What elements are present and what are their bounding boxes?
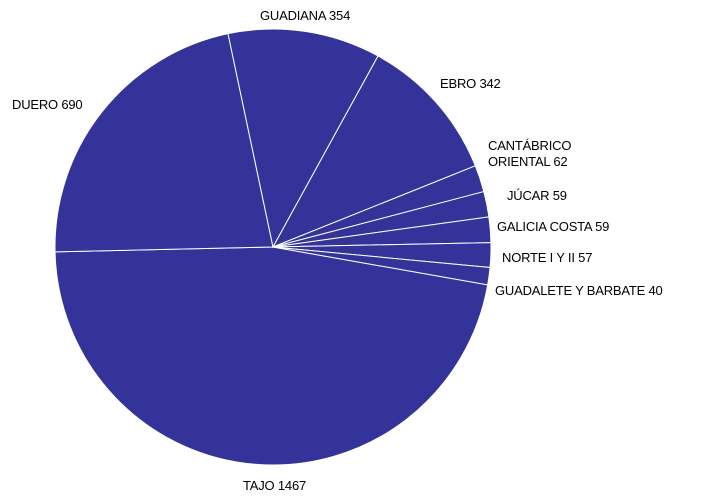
slice-label: CANTÁBRICO ORIENTAL 62 — [488, 138, 598, 170]
value-label: 690 — [61, 97, 83, 112]
category-label: TAJO — [243, 478, 275, 493]
category-label: NORTE I Y II — [502, 250, 575, 265]
pie-slice — [54, 246, 489, 466]
slice-label: TAJO 1467 — [243, 478, 306, 494]
slice-label: EBRO 342 — [440, 76, 501, 92]
pie-slice — [272, 246, 491, 286]
value-label: 40 — [648, 283, 663, 298]
slice-label: GALICIA COSTA 59 — [497, 219, 609, 235]
category-label: DUERO — [12, 97, 58, 112]
slice-label: GUADIANA 354 — [260, 8, 350, 24]
value-label: 59 — [552, 188, 567, 203]
slice-label: GUADALETE Y BARBATE 40 — [495, 283, 663, 299]
value-label: 1467 — [277, 478, 307, 493]
slice-label: NORTE I Y II 57 — [502, 250, 592, 266]
pie-slice — [54, 33, 274, 253]
value-label: 342 — [479, 76, 501, 91]
category-label: JÚCAR — [507, 188, 550, 203]
pie-slice — [271, 55, 476, 248]
category-label: GALICIA COSTA — [497, 219, 592, 234]
pie-slice — [227, 28, 379, 249]
category-label: EBRO — [440, 76, 477, 91]
value-label: 57 — [578, 250, 593, 265]
category-label: GUADALETE Y BARBATE — [495, 283, 646, 298]
value-label: 59 — [595, 219, 610, 234]
category-label: CANTÁBRICO ORIENTAL — [488, 138, 572, 169]
value-label: 354 — [329, 8, 351, 23]
slice-label: JÚCAR 59 — [507, 188, 567, 204]
slice-label: DUERO 690 — [12, 97, 83, 113]
category-label: GUADIANA — [260, 8, 326, 23]
value-label: 62 — [553, 154, 568, 169]
